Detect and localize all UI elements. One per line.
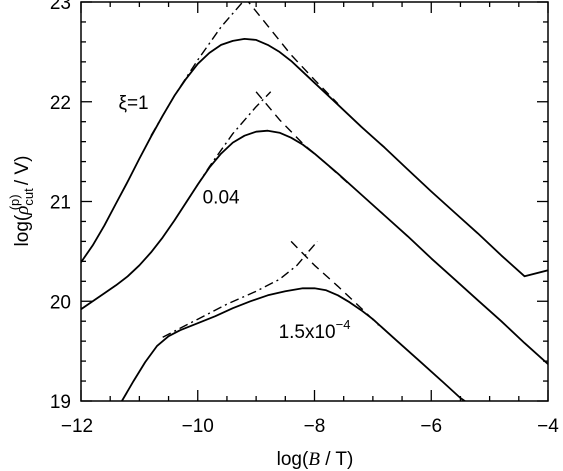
x-tick-label: −6 bbox=[420, 416, 442, 437]
y-tick-label: 22 bbox=[50, 93, 71, 114]
y-tick-label: 19 bbox=[50, 392, 71, 413]
axis-ticks: −12 −10 −8 −6 −4 19 20 21 22 23 bbox=[50, 0, 559, 437]
curves bbox=[81, 2, 548, 401]
curve-solid bbox=[81, 129, 548, 365]
curve-dashdot bbox=[185, 91, 272, 203]
curve-dashed bbox=[290, 240, 380, 326]
curve-label: ξ=1 bbox=[118, 93, 148, 114]
x-tick-label: −4 bbox=[537, 416, 559, 437]
curve-solid bbox=[81, 38, 548, 278]
y-axis-label-sub: cut bbox=[21, 188, 36, 206]
x-axis-label-suffix: / T) bbox=[320, 449, 353, 470]
x-tick-label: −8 bbox=[304, 416, 326, 437]
y-axis-label-prefix: log( bbox=[12, 214, 33, 246]
y-tick-label: 20 bbox=[50, 292, 71, 313]
x-axis-label: log(B / T) bbox=[277, 449, 354, 470]
x-tick-label: −12 bbox=[61, 416, 93, 437]
x-tick-label: −10 bbox=[182, 416, 214, 437]
curve-dashdot bbox=[150, 2, 244, 137]
curve-label: 1.5x10−4 bbox=[279, 317, 351, 343]
curve-solid bbox=[121, 287, 467, 401]
annotations: ξ=1 0.04 1.5x10−4 bbox=[118, 93, 350, 343]
x-axis-label-prefix: log( bbox=[277, 449, 309, 470]
y-axis-label-sup: (p) bbox=[7, 194, 22, 210]
y-axis-label: log(ρcut(p) / V) bbox=[7, 156, 36, 247]
x-axis-label-var: B bbox=[308, 449, 320, 470]
curve-dashdot bbox=[162, 240, 318, 338]
y-tick-label: 23 bbox=[50, 0, 71, 14]
y-axis-label-suffix: / V) bbox=[12, 156, 33, 191]
y-tick-label: 21 bbox=[50, 193, 71, 214]
y-axis-label-var: ρ bbox=[12, 206, 33, 216]
curve-label: 0.04 bbox=[203, 188, 240, 209]
curve-dashed bbox=[247, 2, 339, 105]
curve-dashed bbox=[255, 91, 350, 186]
